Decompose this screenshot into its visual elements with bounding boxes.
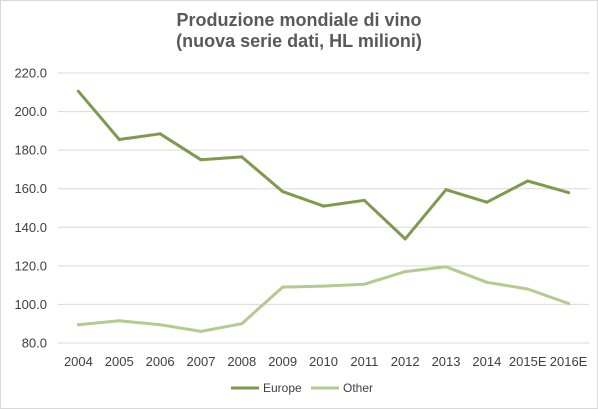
data-point-europe [158,132,162,136]
legend-label-europe: Europe [263,381,302,395]
x-tick-label: 2010 [309,354,338,369]
x-tick-label: 2004 [64,354,93,369]
data-point-europe [362,198,366,202]
data-point-europe [485,200,489,204]
data-point-europe [403,237,407,241]
data-point-other [281,285,285,289]
data-point-other [240,322,244,326]
data-point-other [362,282,366,286]
x-tick-label: 2014 [472,354,501,369]
x-tick-label: 2005 [105,354,134,369]
x-tick-label: 2011 [350,354,378,369]
y-tick-label: 140.0 [14,220,47,235]
data-point-other [199,329,203,333]
data-point-other [403,270,407,274]
x-tick-label: 2013 [432,354,461,369]
data-point-europe [117,138,121,142]
chart-title-line-1: Produzione mondiale di vino [176,10,422,30]
series-line-europe [76,89,571,241]
data-point-europe [526,179,530,183]
chart-title: Produzione mondiale di vino (nuova serie… [1,10,597,52]
data-point-europe [76,89,80,93]
series-line-other [76,265,571,333]
y-tick-label: 180.0 [14,143,47,158]
x-tick-label: 2007 [187,354,216,369]
data-point-europe [281,190,285,194]
data-point-other [526,287,530,291]
data-point-other [567,301,571,305]
data-point-other [158,323,162,327]
x-tick-label: 2015E [509,354,547,369]
y-tick-label: 200.0 [14,104,47,119]
data-point-other [76,323,80,327]
x-tick-label: 2006 [146,354,175,369]
data-point-other [485,280,489,284]
data-point-other [444,265,448,269]
chart-title-line-2: (nuova serie dati, HL milioni) [176,31,422,51]
y-tick-label: 160.0 [14,181,47,196]
y-tick-label: 120.0 [14,258,47,273]
y-tick-label: 100.0 [14,297,47,312]
y-tick-label: 80.0 [22,336,47,351]
x-tick-label: 2009 [268,354,297,369]
x-tick-label: 2016E [550,354,588,369]
data-point-europe [199,158,203,162]
data-point-other [322,284,325,288]
data-point-europe [444,188,448,192]
y-tick-label: 220.0 [14,66,47,81]
data-point-europe [322,204,325,208]
legend-label-other: Other [343,381,373,395]
x-tick-label: 2012 [391,354,420,369]
data-point-europe [567,191,571,195]
data-point-europe [240,155,244,159]
data-point-other [117,319,121,323]
x-tick-label: 2008 [227,354,256,369]
